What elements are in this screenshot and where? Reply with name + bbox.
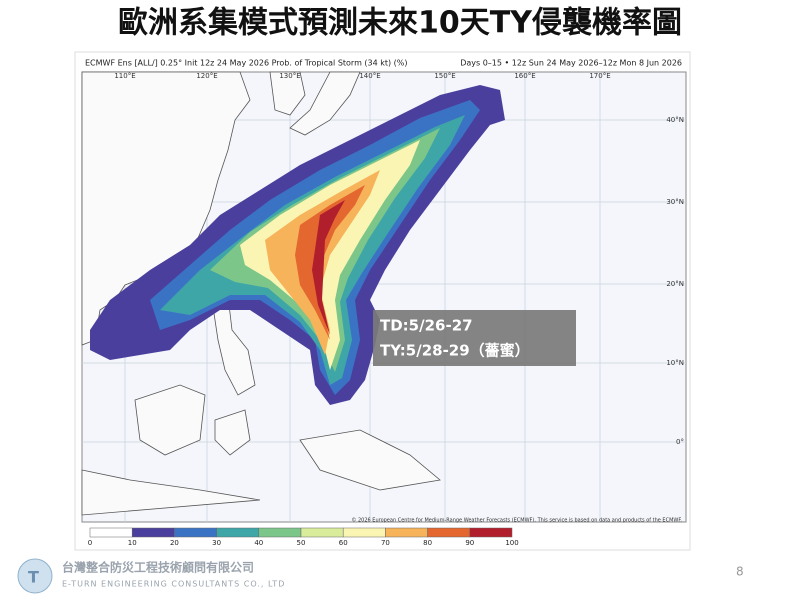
map-header-right: Days 0–15 • 12z Sun 24 May 2026–12z Mon … (460, 59, 682, 68)
lon-label: 110°E (114, 72, 135, 80)
colorbar-segment (342, 527, 386, 538)
borneo (134, 384, 206, 456)
colorbar-tick-label: 20 (170, 539, 179, 547)
colorbar-segment (89, 527, 133, 538)
colorbar-tick-label: 90 (465, 539, 474, 547)
lon-label: 140°E (359, 72, 380, 80)
lat-label: 0° (676, 438, 684, 446)
logo-mark: T (28, 568, 39, 587)
japan (289, 71, 361, 136)
lat-labels: 40°N 30°N 20°N 10°N 0° (666, 116, 684, 446)
page-number: 8 (736, 565, 744, 579)
lon-label: 150°E (434, 72, 455, 80)
slide-title: 歐洲系集模式預測未來10天TY侵襲機率圖 (118, 6, 682, 41)
map: 40°N30°N20°N10°N0° 110°E 120°E 130°E 140°E 1… (81, 71, 687, 524)
lon-label: 120°E (196, 72, 217, 80)
colorbar-tick-label: 100 (505, 539, 518, 547)
company-en: E-TURN ENGINEERING CONSULTANTS CO., LTD (62, 580, 285, 589)
map-header-left: ECMWF Ens [ALL/] 0.25° Init 12z 24 May 2… (85, 59, 408, 68)
lat-label: 40°N (666, 116, 684, 124)
lon-labels: 110°E 120°E 130°E 140°E 150°E 160°E 170°E (114, 72, 610, 80)
colorbar-segment (131, 527, 175, 538)
colorbar-segment (469, 527, 513, 538)
lon-label: 160°E (514, 72, 535, 80)
new-guinea (299, 429, 441, 491)
colorbar-tick-label: 40 (254, 539, 263, 547)
colorbar-segment (300, 527, 344, 538)
korea (269, 71, 306, 116)
colorbar-tick-label: 60 (339, 539, 348, 547)
colorbar-segment (427, 527, 471, 538)
lat-label: 10°N (666, 359, 684, 367)
colorbar-tick-label: 50 (297, 539, 306, 547)
colorbar-tick-label: 10 (128, 539, 137, 547)
copyright: © 2026 European Centre for Medium-Range … (351, 517, 682, 524)
annotation-line: TD:5/26-27 (380, 317, 473, 335)
colorbar-segment (258, 527, 302, 538)
annotation-box (373, 310, 576, 366)
probability-contour (312, 200, 345, 335)
logo (17, 558, 53, 594)
colorbar-tick-label: 80 (423, 539, 432, 547)
annotation-line: TY:5/28-29（薔蜜） (380, 342, 530, 360)
lon-label: 170°E (589, 72, 610, 80)
colorbar-segment (385, 527, 428, 538)
sulawesi (214, 409, 251, 456)
indonesia (81, 469, 261, 516)
lat-label: 30°N (666, 198, 684, 206)
colorbar-tick-label: 70 (381, 539, 390, 547)
probability-plume (90, 85, 505, 405)
colorbar-tick-label: 30 (212, 539, 221, 547)
colorbar: 0 10 20 30 40 50 60 70 80 90 100 (88, 527, 519, 547)
lon-label: 130°E (279, 72, 300, 80)
colorbar-segment (174, 527, 217, 538)
lat-label: 20°N (666, 280, 684, 288)
company-zh: 台灣整合防災工程技術顧問有限公司 (62, 560, 254, 575)
colorbar-segment (216, 527, 260, 538)
probability-contour (295, 185, 365, 340)
colorbar-tick-label: 0 (88, 539, 92, 547)
